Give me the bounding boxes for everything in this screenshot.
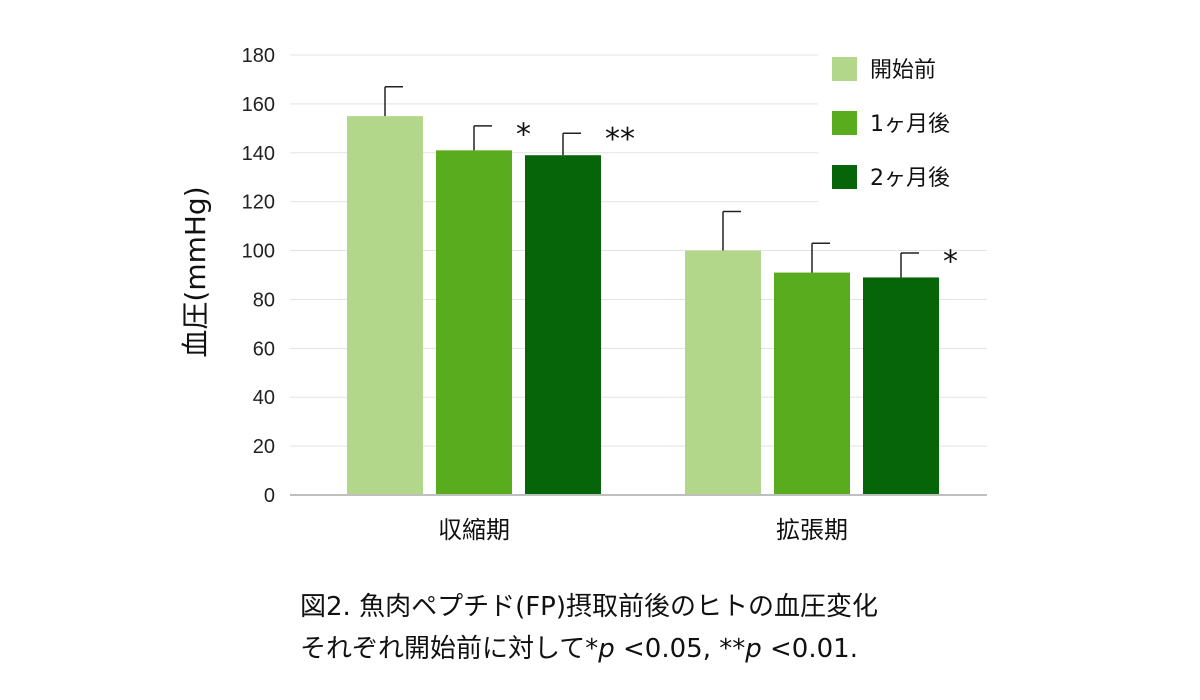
significance-marker-0-2: ** <box>605 122 635 157</box>
y-tick-120: 120 <box>242 192 275 214</box>
bar-diastolic-series1 <box>685 250 761 495</box>
legend-swatch-1 <box>832 57 857 81</box>
bars <box>347 116 939 496</box>
caption-threshold-1: <0.05, <box>614 634 720 664</box>
y-tick-40: 40 <box>253 387 275 409</box>
y-tick-60: 60 <box>253 338 275 360</box>
caption-p-2: p <box>745 634 762 664</box>
error-bars <box>384 86 919 278</box>
bar-systolic-series2 <box>436 150 512 496</box>
legend: 開始前 1ヶ月後 2ヶ月後 <box>818 45 988 205</box>
caption-star-1: * <box>585 634 599 664</box>
axes: 0 20 40 60 80 100 120 140 160 180 <box>242 45 987 507</box>
figure-caption-line2: それぞれ開始前に対して*p <0.05, **p <0.01. <box>300 632 858 666</box>
y-tick-100: 100 <box>242 241 275 263</box>
legend-swatch-2 <box>832 111 857 135</box>
x-category-label-1: 拡張期 <box>776 516 848 544</box>
bar-diastolic-series2 <box>774 272 850 495</box>
legend-label-1: 開始前 <box>870 58 936 83</box>
y-tick-0: 0 <box>264 485 275 507</box>
caption-star-2: ** <box>719 634 746 664</box>
caption-p-1: p <box>598 634 615 664</box>
figure-caption-line1: 図2. 魚肉ペプチド(FP)摂取前後のヒトの血圧変化 <box>300 592 878 622</box>
y-tick-180: 180 <box>242 45 275 67</box>
legend-label-3: 2ヶ月後 <box>870 166 950 191</box>
y-axis-label: 血圧(mmHg) <box>179 186 212 357</box>
y-tick-20: 20 <box>253 436 275 458</box>
significance-marker-1-2: * <box>943 244 958 279</box>
y-tick-160: 160 <box>242 94 275 116</box>
bar-systolic-series1 <box>347 116 423 495</box>
bar-systolic-series3 <box>525 155 601 495</box>
x-category-label-0: 収縮期 <box>438 516 510 544</box>
legend-label-2: 1ヶ月後 <box>870 112 950 137</box>
y-tick-140: 140 <box>242 143 275 165</box>
caption-prefix: それぞれ開始前に対して <box>300 634 586 664</box>
labels: * **収縮期*拡張期 <box>438 117 958 544</box>
significance-marker-0-1: * <box>516 117 531 152</box>
bar-diastolic-series3 <box>863 277 939 495</box>
y-tick-80: 80 <box>253 289 275 311</box>
caption-threshold-2: <0.01. <box>761 634 858 664</box>
legend-swatch-3 <box>832 165 857 189</box>
